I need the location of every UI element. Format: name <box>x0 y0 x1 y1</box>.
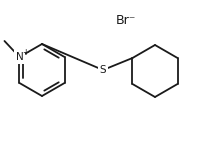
Text: N: N <box>16 52 23 62</box>
Text: Br⁻: Br⁻ <box>116 13 136 26</box>
Text: +: + <box>22 47 28 56</box>
Text: S: S <box>100 65 106 75</box>
